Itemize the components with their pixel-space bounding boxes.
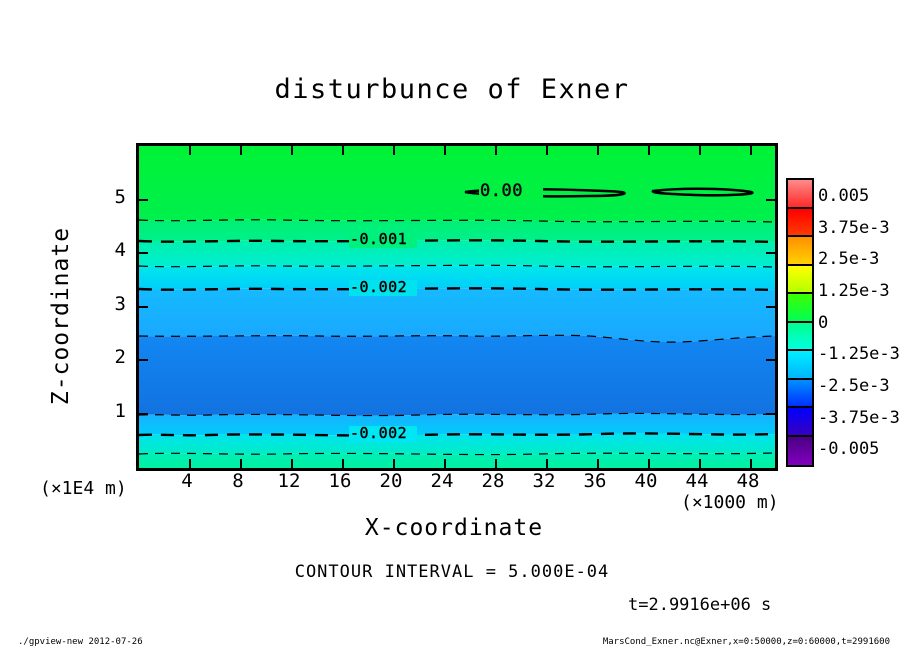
x-axis-unit-label: (×1000 m) bbox=[681, 492, 779, 513]
xtick-label: 44 bbox=[685, 470, 709, 492]
ytick-label: 5 bbox=[114, 186, 126, 208]
colorbar-tick-label: -3.75e-3 bbox=[818, 407, 900, 428]
contour-label-neg-one: -0.001 bbox=[350, 230, 408, 248]
footer-command-text: ./gpview-new 2012-07-26 bbox=[18, 637, 143, 647]
colorbar-tick-label: 3.75e-3 bbox=[818, 217, 890, 238]
colorbar-band bbox=[788, 408, 812, 437]
ytick-label: 4 bbox=[114, 239, 126, 261]
contour-label-neg-two-upper: -0.002 bbox=[350, 278, 408, 296]
x-axis-title: X-coordinate bbox=[364, 515, 544, 541]
xtick-label: 8 bbox=[232, 470, 244, 492]
colorbar-band bbox=[788, 322, 812, 351]
ytick-label: 2 bbox=[114, 346, 126, 368]
contour-label-mask-neg-one bbox=[349, 232, 417, 248]
y-axis-title: Z-coordinate bbox=[48, 226, 74, 406]
colorbar-tick-label: 0.005 bbox=[818, 185, 870, 206]
contour-label-zero: 0.00 bbox=[480, 181, 523, 201]
contour-label-neg-two-lower: -0.002 bbox=[350, 424, 408, 442]
colorbar-band bbox=[788, 208, 812, 237]
colorbar-tick-label: 1.25e-3 bbox=[818, 280, 890, 301]
colorbar-tick-label: -0.005 bbox=[818, 439, 880, 460]
xtick-label: 36 bbox=[583, 470, 607, 492]
colorbar-tick-label: 0 bbox=[818, 312, 829, 333]
colorbar-band bbox=[788, 237, 812, 266]
ytick-label: 3 bbox=[114, 293, 126, 315]
xtick-label: 20 bbox=[379, 470, 403, 492]
contour-interval-annotation: CONTOUR INTERVAL = 5.000E-04 bbox=[294, 562, 610, 582]
xtick-label: 24 bbox=[430, 470, 454, 492]
colorbar-band bbox=[788, 180, 812, 209]
colorbar-band bbox=[788, 294, 812, 323]
contour-fill-layer bbox=[139, 146, 775, 468]
xtick-label: 28 bbox=[481, 470, 505, 492]
contour-label-mask-neg-two-upper bbox=[349, 280, 417, 296]
contour-label-mask-zero bbox=[479, 183, 543, 199]
colorbar-band bbox=[788, 379, 812, 408]
contour-plot-area[interactable]: 0.00 -0.001 -0.002 -0.002 bbox=[136, 143, 778, 471]
footer-source-text: MarsCond_Exner.nc@Exner,x=0:50000,z=0:60… bbox=[602, 637, 890, 647]
xtick-label: 12 bbox=[277, 470, 301, 492]
colorbar-band bbox=[788, 436, 812, 465]
colorbar[interactable] bbox=[786, 178, 814, 467]
y-axis-unit-label: (×1E4 m) bbox=[40, 478, 127, 499]
xtick-label: 4 bbox=[181, 470, 193, 492]
colorbar-band bbox=[788, 351, 812, 380]
xtick-label: 48 bbox=[736, 470, 760, 492]
page-title: disturbunce of Exner bbox=[274, 74, 630, 105]
time-annotation: t=2.9916e+06 s bbox=[628, 595, 772, 615]
colorbar-tick-label: 2.5e-3 bbox=[818, 249, 880, 270]
xtick-label: 16 bbox=[328, 470, 352, 492]
xtick-label: 40 bbox=[634, 470, 658, 492]
ytick-label: 1 bbox=[114, 400, 126, 422]
colorbar-tick-label: -2.5e-3 bbox=[818, 375, 890, 396]
colorbar-tick-label: -1.25e-3 bbox=[818, 344, 900, 365]
xtick-label: 32 bbox=[532, 470, 556, 492]
contour-label-mask-neg-two-lower bbox=[349, 426, 417, 442]
colorbar-band bbox=[788, 265, 812, 294]
